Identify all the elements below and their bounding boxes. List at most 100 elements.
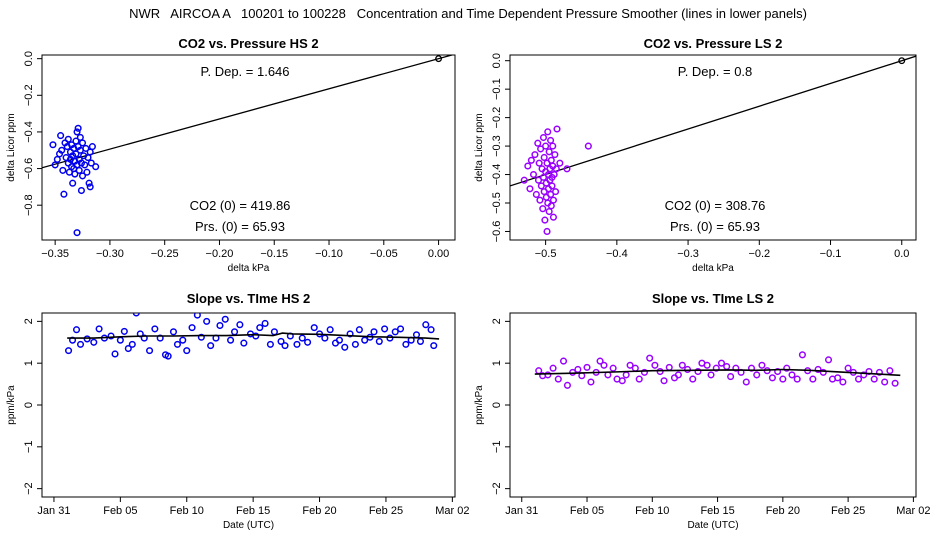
ls-slope-xtick-label: Feb 10 (635, 505, 669, 517)
hs-slope-ytick-label: −1 (23, 441, 35, 454)
hs-slope-marks (65, 313, 440, 360)
hs-slope-panel: Slope vs. TIme HS 2 Jan 31 Feb 05 Feb 10 Feb… (6, 291, 469, 531)
ls-scatter-point (551, 151, 559, 159)
ls-scatter-plot-frame (509, 54, 917, 241)
hs-scatter-xtick-label: 0.00 (428, 248, 449, 260)
hs-scatter-ytick-label: 0.0 (23, 51, 35, 66)
hs-slope-point (422, 321, 430, 329)
hs-scatter-point (92, 163, 100, 171)
hs-slope-point (236, 321, 244, 329)
ls-scatter-ylabel: delta Licor ppm (474, 113, 485, 181)
ls-scatter-point (539, 205, 547, 213)
ls-scatter-point (563, 165, 571, 173)
hs-scatter-xtick-label: −0.30 (96, 248, 124, 260)
ls-slope-xtick-label: Feb 25 (831, 505, 865, 517)
hs-slope-point (361, 336, 369, 344)
ls-slope-point (824, 356, 833, 364)
ls-scatter-xtick-label: −0.2 (748, 248, 770, 260)
ls-slope-ytick-label: −2 (491, 482, 503, 495)
ls-slope-point (574, 365, 582, 374)
ls-slope-point (844, 364, 852, 372)
hs-slope-xtick-label: Feb 10 (170, 505, 204, 517)
ls-scatter-point (541, 216, 549, 224)
ls-slope-panel: Slope vs. TIme LS 2 Jan 31 Feb 05 Feb 10 Feb… (474, 291, 931, 531)
hs-slope-point (227, 336, 235, 344)
hs-slope-point (179, 336, 187, 344)
ls-slope-point (788, 371, 796, 379)
ls-slope-point (646, 354, 654, 362)
hs-scatter-point (64, 135, 72, 143)
hs-scatter-fit-line (42, 55, 455, 169)
hs-slope-point (270, 328, 278, 336)
ls-slope-point (689, 375, 697, 383)
hs-scatter-prs-0: Prs. (0) = 65.93 (195, 219, 285, 234)
hs-slope-point (76, 340, 85, 348)
hs-slope-point (416, 337, 425, 345)
ls-slope-point (855, 375, 863, 383)
hs-slope-point (304, 338, 312, 346)
hs-slope-xtick-label: Feb 05 (103, 505, 137, 517)
ls-slope-point (683, 365, 692, 374)
hs-slope-point (277, 337, 285, 345)
ls-slope-point (723, 362, 731, 371)
hs-slope-point (197, 333, 205, 341)
hs-slope-point (146, 347, 154, 355)
ls-scatter-point (552, 165, 560, 173)
hs-slope-point (221, 315, 229, 323)
ls-slope-point (563, 381, 571, 389)
hs-slope-point (83, 335, 91, 343)
ls-slope-point (881, 378, 889, 386)
ls-slope-xtick-label: Feb 05 (570, 505, 604, 517)
hs-scatter-point (77, 186, 85, 195)
hs-slope-point (381, 325, 389, 333)
ls-slope-xlabel: Date (UTC) (687, 520, 738, 531)
hs-slope-point (111, 350, 119, 358)
ls-slope-point (626, 361, 634, 369)
hs-slope-xlabel: Date (UTC) (223, 520, 274, 531)
hs-slope-xtick-label: Feb 20 (302, 505, 336, 517)
hs-scatter-point (73, 128, 81, 136)
ls-slope-smoother-line (534, 368, 901, 377)
ls-slope-point (875, 368, 883, 376)
hs-slope-point (216, 321, 224, 330)
hs-scatter-xtick-label: −0.25 (151, 248, 179, 260)
hs-slope-point (169, 328, 178, 336)
ls-slope-ylabel: ppm/kPa (474, 385, 485, 425)
hs-scatter-point (78, 139, 87, 147)
ls-slope-title: Slope vs. TIme LS 2 (652, 291, 774, 306)
ls-scatter-point (547, 190, 555, 199)
hs-scatter-xlabel: delta kPa (228, 263, 270, 274)
hs-slope-point (173, 340, 182, 348)
hs-slope-point (412, 331, 421, 339)
ls-slope-point (596, 357, 604, 365)
ls-scatter-ytick-label: 0.0 (491, 53, 503, 68)
ls-scatter-point (540, 153, 548, 162)
hs-slope-point (132, 313, 140, 317)
hs-scatter-title: CO2 vs. Pressure HS 2 (178, 36, 318, 51)
ls-scatter-point (547, 136, 555, 144)
ls-scatter-point (549, 142, 557, 150)
hs-slope-point (397, 325, 405, 333)
ls-scatter-ytick-label: −0.2 (491, 107, 503, 129)
ls-slope-point (622, 371, 630, 379)
ls-scatter-origin-point (898, 57, 906, 65)
ls-scatter-point (550, 170, 558, 179)
ls-slope-point (703, 361, 711, 369)
hs-scatter-ytick-label: −0.8 (23, 194, 35, 216)
ls-slope-xtick-label: Jan 31 (505, 505, 538, 517)
hs-slope-point (256, 324, 264, 332)
hs-slope-point (351, 340, 359, 348)
hs-scatter-xtick-label: −0.15 (260, 248, 288, 260)
hs-scatter-point (75, 166, 83, 174)
hs-scatter-xtick-label: −0.10 (315, 248, 343, 260)
ls-scatter-point (526, 185, 534, 193)
ls-slope-point (886, 367, 894, 375)
hs-slope-point (65, 347, 73, 355)
hs-scatter-point (69, 179, 77, 187)
hs-scatter-point (49, 141, 57, 149)
hs-scatter-co2-0: CO2 (0) = 419.86 (190, 198, 291, 213)
hs-slope-point (427, 326, 435, 334)
hs-slope-point (207, 342, 215, 350)
ls-slope-plot-frame (509, 312, 917, 498)
hs-slope-point (298, 334, 306, 342)
